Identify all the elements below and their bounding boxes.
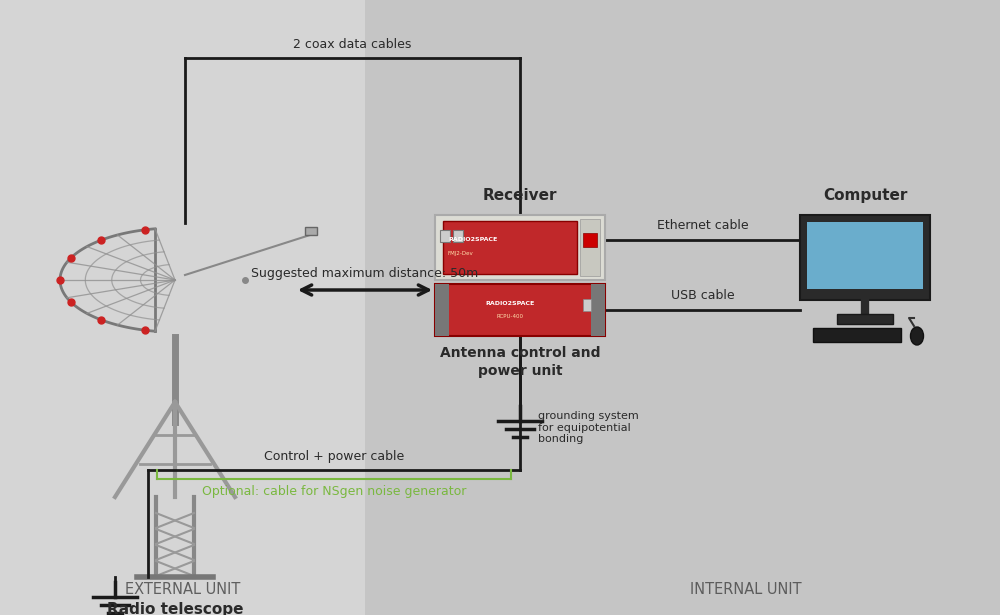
Bar	[837, 314, 893, 324]
Text: RADIO2SPACE: RADIO2SPACE	[448, 237, 497, 242]
Bar	[813, 328, 901, 342]
Ellipse shape	[910, 327, 924, 345]
Text: Ethernet cable: Ethernet cable	[657, 219, 748, 232]
Text: USB cable: USB cable	[671, 289, 734, 302]
Text: Suggested maximum distance: 50m: Suggested maximum distance: 50m	[251, 267, 479, 280]
Bar	[0, 0, 365, 615]
Bar	[440, 230, 450, 242]
Text: Antenna control and
power unit: Antenna control and power unit	[440, 346, 600, 378]
Text: Optional: cable for NSgen noise generator: Optional: cable for NSgen noise generato…	[202, 485, 466, 498]
Text: EXTERNAL UNIT: EXTERNAL UNIT	[125, 582, 240, 598]
Bar	[435, 284, 449, 336]
Text: INTERNAL UNIT: INTERNAL UNIT	[690, 582, 802, 598]
Text: RADIO2SPACE: RADIO2SPACE	[485, 301, 535, 306]
Bar	[591, 284, 605, 336]
Bar	[435, 215, 605, 280]
Bar	[435, 284, 605, 336]
Text: FMJ2-Dev: FMJ2-Dev	[448, 252, 474, 256]
Bar	[365, 0, 1000, 615]
Text: 2 coax data cables: 2 coax data cables	[293, 38, 412, 51]
Text: Radio telescope: Radio telescope	[107, 602, 243, 615]
Bar	[305, 227, 317, 235]
Bar	[443, 221, 577, 274]
Text: RCPU-400: RCPU-400	[496, 314, 524, 319]
Text: Receiver: Receiver	[483, 188, 557, 203]
Bar	[807, 222, 923, 289]
Text: grounding system
for equipotential
bonding: grounding system for equipotential bondi…	[538, 411, 639, 444]
Bar	[580, 219, 600, 276]
Bar	[453, 230, 463, 242]
Bar	[583, 299, 591, 311]
Text: Computer: Computer	[823, 188, 907, 203]
Bar	[583, 233, 597, 247]
Bar	[800, 215, 930, 300]
Text: Control + power cable: Control + power cable	[264, 450, 404, 463]
